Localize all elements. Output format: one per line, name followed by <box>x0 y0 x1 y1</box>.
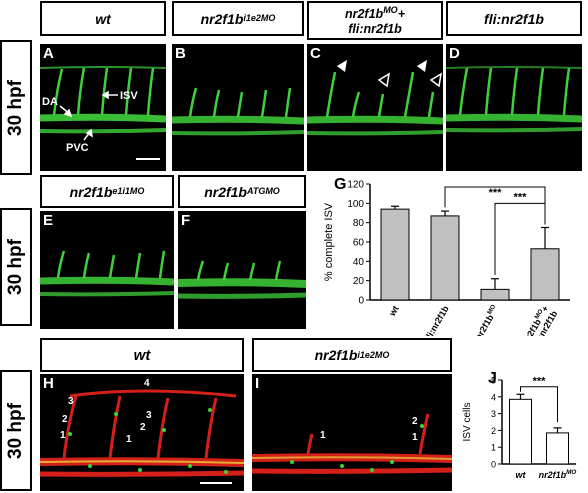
tick-label: wt <box>387 304 401 319</box>
scale-bar <box>200 482 232 484</box>
y-tick-label: 100 <box>347 199 364 210</box>
annotation-pvc: PVC <box>66 142 89 154</box>
header-wt-row3: wt <box>40 338 244 372</box>
annotation-isv: ISV <box>120 90 138 102</box>
annotation-da: DA <box>42 96 58 108</box>
cell-number: 4 <box>144 378 150 389</box>
panel-d: D <box>446 44 582 171</box>
stage-label-text: 30 hpf <box>5 239 26 295</box>
y-tick-label: 80 <box>353 218 365 229</box>
panel-label-f: F <box>181 212 191 229</box>
tick-label: fli:nr2f1b <box>423 304 451 336</box>
bar <box>546 432 569 465</box>
tick-label-part: nr2f1b <box>539 470 567 480</box>
panel-label-e: E <box>43 212 54 229</box>
y-tick-label: 0 <box>358 296 364 307</box>
cell-number: 2 <box>62 414 68 425</box>
header-mo-plus-fli: nr2f1bMO+ fli:nr2f1b <box>307 1 443 40</box>
chart-g: % complete ISV 0 20 40 60 80 100 120 wt fli:nr2f1… <box>323 180 570 336</box>
y-tick-label: 120 <box>347 180 364 191</box>
tick-label: nr2f1bMO <box>539 469 577 480</box>
tick-label: nr2f1bMO <box>472 303 500 336</box>
panel-label-a: A <box>43 45 54 62</box>
header-nr2f1b-atgmo: nr2f1b ATGMO <box>178 175 306 208</box>
y-tick-label: 3 <box>491 409 496 419</box>
y-axis-label: % complete ISV <box>323 202 335 281</box>
chart-j: ISV cells 0 1 2 3 4 5 wt nr2f1bMO *** <box>462 376 577 481</box>
y-axis-label: ISV cells <box>462 403 473 442</box>
tick-label: nr2f1bMO+fli:nr2f1b <box>520 303 560 336</box>
annotation-arrows <box>59 90 118 141</box>
stage-label-text: 30 hpf <box>5 402 26 459</box>
significance-bracket <box>494 202 546 275</box>
stage-label-text: 30 hpf <box>5 79 26 136</box>
y-tick-label: 2 <box>491 426 496 436</box>
y-tick-label: 40 <box>353 257 365 268</box>
panel-label-b: B <box>175 45 186 62</box>
header-nr2f1b-i1e2mo-row3: nr2f1b i1e2MO <box>252 338 452 372</box>
significance-bracket <box>520 386 558 422</box>
panel-i-image <box>252 413 452 474</box>
tick-label-part: nr2f1b <box>473 312 496 336</box>
cell-number: 1 <box>126 434 132 445</box>
stage-label-row3: 30 hpf <box>0 370 32 491</box>
bar <box>430 215 460 301</box>
panel-label-d: D <box>449 45 460 62</box>
panel-h-image <box>40 389 244 477</box>
panel-e: E <box>40 211 174 329</box>
bar <box>480 288 510 301</box>
bar <box>509 398 532 465</box>
header-fli-nr2f1b: fli:nr2f1b <box>446 1 582 36</box>
panel-b: B <box>172 44 304 171</box>
panel-label-c: C <box>310 45 321 62</box>
cell-number: 3 <box>68 396 74 407</box>
cell-number: 3 <box>146 410 152 421</box>
scale-bar <box>136 158 160 160</box>
y-tick-label: 4 <box>491 392 496 402</box>
tick-label: wt <box>516 470 527 480</box>
cell-number: 1 <box>320 430 326 441</box>
panel-a: A DA ISV PVC <box>40 44 166 171</box>
panel-c: C <box>307 44 443 171</box>
cell-number: 2 <box>412 416 418 427</box>
panel-d-image <box>446 66 582 133</box>
cell-number: 1 <box>60 430 66 441</box>
panel-label-g: G <box>334 176 347 193</box>
y-tick-label: 20 <box>353 276 365 287</box>
cell-number: 2 <box>140 422 146 433</box>
panel-label-h: H <box>43 375 54 392</box>
header-wt: wt <box>40 1 166 36</box>
y-tick-label: 0 <box>491 460 496 470</box>
cell-number: 1 <box>412 432 418 443</box>
y-tick-label: 1 <box>491 443 496 453</box>
panel-label-j: J <box>488 370 497 387</box>
stage-label-row1: 30 hpf <box>0 40 32 175</box>
significance-label: *** <box>489 187 503 199</box>
significance-label: *** <box>514 191 528 203</box>
y-tick-label: 60 <box>353 238 365 249</box>
panel-b-image <box>172 87 304 136</box>
stage-label-row2: 30 hpf <box>0 208 32 326</box>
panel-i: I 2 1 1 <box>252 374 452 491</box>
panel-a-image <box>40 66 166 134</box>
panel-e-image <box>40 250 174 297</box>
bar <box>530 248 560 301</box>
tick-label-part: MO <box>566 469 576 476</box>
header-nr2f1b-e1i1mo: nr2f1b e1i1MO <box>40 175 174 208</box>
panel-label-i: I <box>255 375 260 392</box>
header-nr2f1b-i1e2mo: nr2f1b i1e2MO <box>172 1 304 36</box>
panel-f: F <box>178 211 306 329</box>
panel-c-image <box>307 60 443 136</box>
arrowheads <box>337 60 443 88</box>
significance-label: *** <box>533 376 547 388</box>
y-tick-label: 5 <box>491 376 496 386</box>
panel-f-image <box>178 260 306 299</box>
tick-label-part: MO <box>486 303 497 315</box>
tick-label-part: MO <box>533 308 544 320</box>
bar <box>380 208 410 301</box>
panel-h: H 4 3 3 2 2 1 1 <box>40 374 244 491</box>
tick-label-part: + <box>539 304 550 314</box>
